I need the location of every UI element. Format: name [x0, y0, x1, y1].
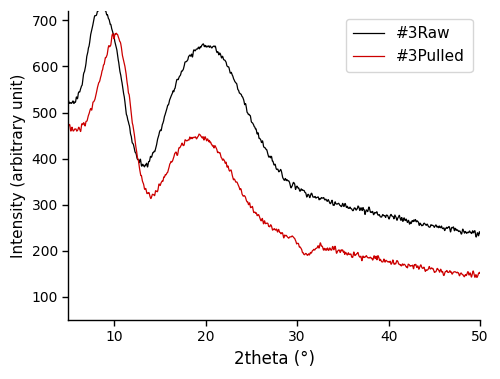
- #3Pulled: [113, 31, 119, 36]
- #3Pulled: [66, 124, 71, 128]
- #3Raw: [86, 42, 92, 46]
- #3Pulled: [477, 270, 483, 274]
- #3Raw: [390, 214, 396, 219]
- #3Raw: [465, 230, 471, 235]
- #3Pulled: [255, 213, 261, 217]
- #3Raw: [255, 130, 261, 135]
- #3Pulled: [465, 270, 471, 274]
- #3Pulled: [474, 275, 480, 280]
- Line: #3Pulled: #3Pulled: [68, 33, 480, 277]
- #3Pulled: [466, 271, 471, 275]
- #3Raw: [98, 3, 103, 7]
- #3Raw: [466, 230, 471, 235]
- #3Pulled: [266, 224, 272, 229]
- Legend: #3Raw, #3Pulled: #3Raw, #3Pulled: [346, 19, 472, 72]
- #3Raw: [266, 155, 272, 159]
- #3Pulled: [86, 110, 92, 115]
- #3Raw: [473, 235, 479, 239]
- #3Raw: [477, 231, 483, 236]
- X-axis label: 2theta (°): 2theta (°): [234, 350, 315, 368]
- Line: #3Raw: #3Raw: [68, 5, 480, 237]
- #3Raw: [66, 98, 71, 103]
- Y-axis label: Intensity (arbitrary unit): Intensity (arbitrary unit): [11, 73, 26, 258]
- #3Pulled: [390, 258, 396, 262]
